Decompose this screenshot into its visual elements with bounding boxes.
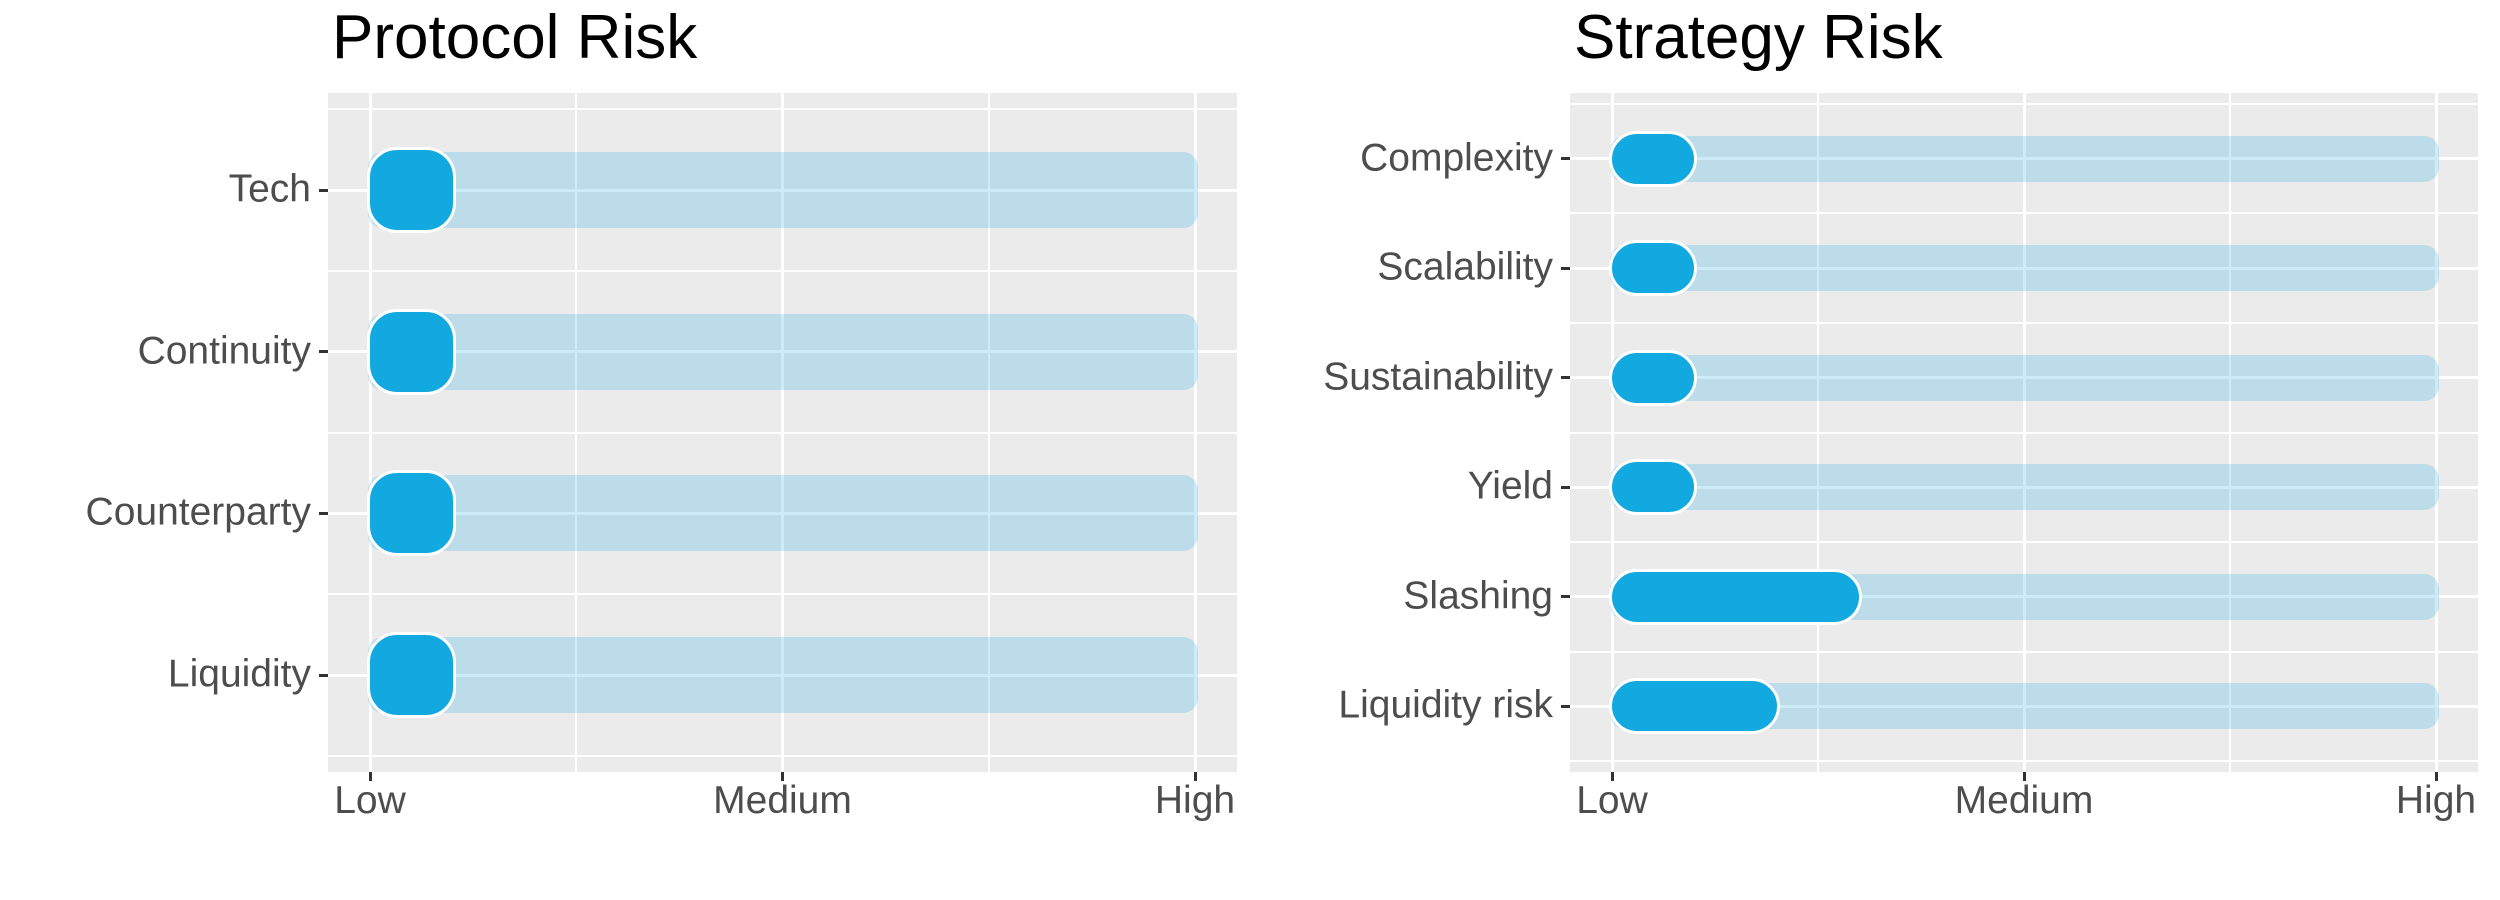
y-axis-tick [319,673,328,677]
gridline-minor-v [1817,93,1819,772]
gridline-minor-v [575,93,578,772]
gridline-minor-h [328,108,1237,111]
bar-value [1609,568,1863,625]
bar-value [1609,459,1698,516]
chart-title-strategy-risk: Strategy Risk [1574,3,1943,72]
bar-value [1609,240,1698,297]
bar-value [367,470,456,557]
y-axis-tick [1561,485,1570,489]
gridline-minor-h [328,431,1237,434]
gridline-major-h [328,673,1237,677]
y-axis-label: Tech [228,167,311,211]
gridline-minor-v [987,93,990,772]
y-axis-tick [1561,704,1570,708]
gridline-major-h [1570,704,2478,708]
gridline-minor-v [2229,93,2231,772]
chart-title-protocol-risk: Protocol Risk [332,3,698,72]
x-axis-tick [2022,772,2026,781]
bar-track [368,152,1198,228]
bar-value [367,632,456,718]
x-axis-label: High [2395,779,2477,822]
bar-track [1610,135,2439,182]
y-axis-label: Liquidity [167,652,311,696]
y-axis-label: Sustainability [1323,355,1553,399]
gridline-minor-h [1570,431,2478,434]
gridline-minor-h [1570,321,2478,324]
bar-track [368,313,1198,390]
x-axis-label: High [1154,779,1236,822]
x-axis-label: Low [334,779,406,822]
bar-value [1609,349,1698,406]
y-axis-label: Continuity [137,329,311,373]
y-axis-tick [319,188,328,192]
x-axis-label: Low [1576,779,1648,822]
gridline-major-h [1570,485,2478,489]
x-axis-tick [368,772,372,781]
gridline-minor-h [1570,760,2478,763]
gridline-major-h [1570,376,2478,380]
gridline-major-v [2022,93,2026,772]
gridline-major-v [368,93,372,772]
gridline-minor-h [328,754,1237,757]
gridline-major-v [781,93,784,772]
y-axis-label: Scalability [1377,245,1553,289]
bar-track [368,475,1198,552]
bar-track [1610,573,2439,620]
gridline-major-h [1570,266,2478,270]
bar-track [1610,245,2439,292]
y-axis-tick [1561,376,1570,380]
gridline-major-v [1193,93,1197,772]
y-axis-label: Complexity [1360,136,1553,180]
gridline-major-h [328,511,1237,515]
y-axis-tick [1561,266,1570,270]
x-axis-tick [1193,772,1197,781]
y-axis-tick [319,511,328,515]
y-axis-tick [1561,595,1570,599]
y-axis-label: Yield [1467,464,1553,508]
bar-value [367,308,456,395]
gridline-major-h [1570,157,2478,161]
gridline-minor-h [1570,541,2478,544]
x-axis-tick [2434,772,2438,781]
gridline-minor-h [1570,102,2478,105]
bar-value [1609,130,1698,187]
gridline-major-h [328,350,1237,354]
y-axis-tick [319,350,328,354]
bar-track [1610,683,2439,730]
gridline-major-h [328,188,1237,192]
x-axis-label: Medium [1954,779,2094,822]
bar-value [1609,678,1780,735]
plot-panel [1570,93,2478,772]
gridline-minor-h [328,593,1237,596]
gridline-major-h [1570,595,2478,599]
plot-panel [328,93,1237,772]
bar-track [1610,354,2439,401]
gridline-minor-h [1570,212,2478,215]
gridline-major-v [2434,93,2438,772]
y-axis-label: Liquidity risk [1338,684,1553,728]
gridline-minor-h [1570,650,2478,653]
bar-track [368,637,1198,713]
x-axis-tick [781,772,784,781]
y-axis-label: Slashing [1403,574,1553,618]
gridline-major-v [1610,93,1614,772]
y-axis-label: Counterparty [85,491,311,535]
y-axis-tick [1561,157,1570,161]
gridline-minor-h [328,269,1237,272]
x-axis-label: Medium [713,779,852,822]
bar-track [1610,464,2439,511]
bar-value [367,147,456,233]
x-axis-tick [1610,772,1614,781]
